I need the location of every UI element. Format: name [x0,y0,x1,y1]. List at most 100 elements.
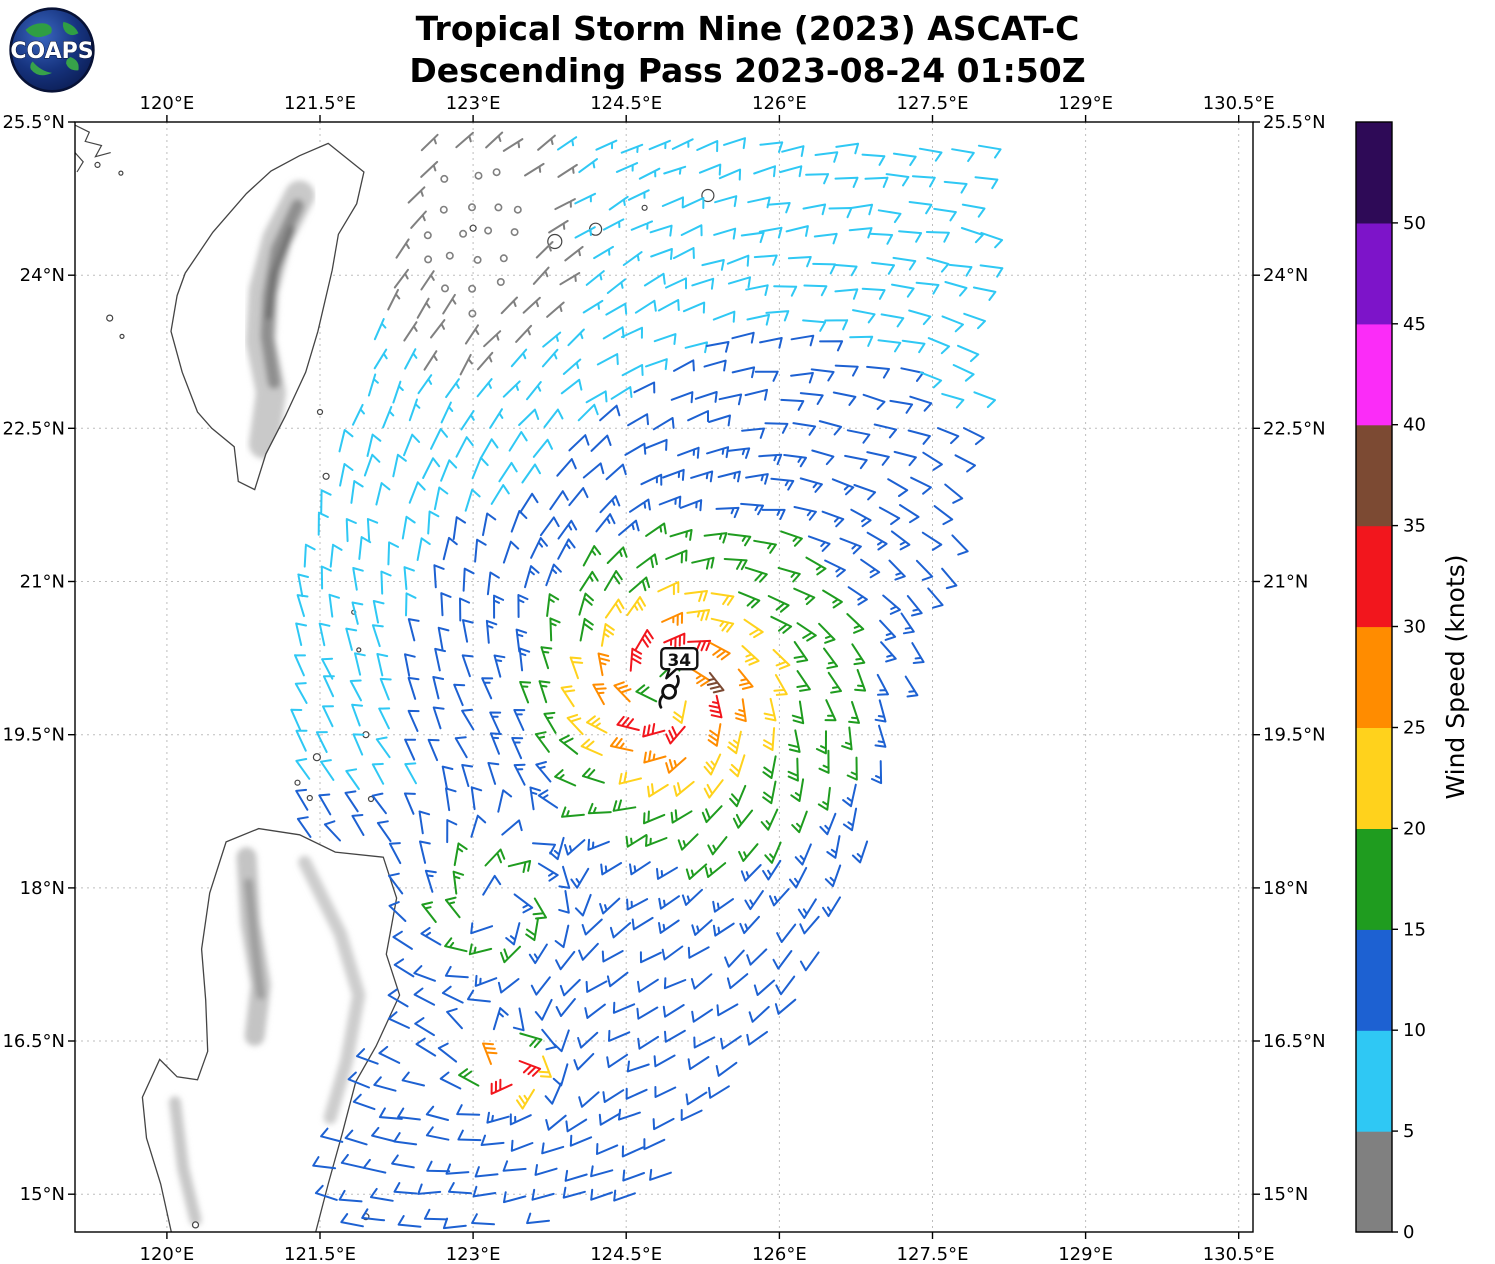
wind-barb [549,617,561,642]
wind-barb [682,197,705,209]
wind-barb [430,428,448,450]
wind-barb [344,1129,368,1146]
wind-barb [440,401,454,424]
lat-tick-label-left: 22.5°N [2,418,65,439]
wind-barb [351,703,364,727]
wind-barb [490,484,510,505]
wind-barb [601,950,624,963]
wind-barb [538,680,551,704]
wind-barb [848,227,873,239]
wind-barb [564,839,586,856]
wind-barb [467,989,491,1003]
wind-barb [707,836,728,856]
lon-tick-label-top: 130.5°E [1203,93,1275,114]
wind-barb [546,593,560,617]
wind-barb [425,1105,449,1121]
wind-barb [470,814,487,838]
island [312,753,321,762]
wind-barb [613,681,632,703]
wind-barb [960,227,984,244]
wind-barb [524,162,545,177]
wind-barb [454,736,468,759]
lon-tick-label-top: 123°E [446,93,501,114]
wind-barb [818,420,843,436]
wind-barb [508,431,528,452]
wind-barb [727,276,751,289]
wind-barb [410,210,427,229]
lat-tick-label-left: 24°N [20,265,65,286]
wind-barb [629,647,643,672]
wind-barb [708,694,723,719]
wind-barb [783,454,807,468]
wind-barb [557,163,578,178]
colorbar-tick-label: 50 [1403,213,1426,234]
wind-barb [790,372,814,384]
wind-barb [807,535,831,552]
wind-barb [387,1011,410,1029]
wind-barb [599,495,621,514]
calm-wind-circle [513,205,522,214]
wind-barb [290,708,303,731]
wind-barb [510,1139,534,1152]
wind-barb [963,312,986,330]
wind-barb [691,556,715,570]
wind-barb [553,1029,570,1053]
wind-barb [352,1093,376,1111]
wind-barb [907,429,931,445]
wind-barb [908,309,932,326]
wind-barb [687,1056,710,1071]
wind-barb [457,1129,482,1142]
wind-barb [765,310,790,322]
axis-labels: 120°E 120°E 121.5°E 121.5°E 123°E 123°E 124.5°… [2,93,1325,1264]
wind-barb [643,1138,666,1151]
wind-barb [882,594,901,615]
wind-barb [729,784,747,808]
wind-barb [453,683,466,707]
wind-barb [957,344,980,363]
lon-tick-label-bottom: 130.5°E [1203,1244,1275,1264]
wind-barb [656,866,678,880]
wind-barb [592,683,607,706]
wind-barb [822,896,841,918]
wind-barb [509,1113,532,1126]
wind-barb [790,334,815,347]
wind-barb [526,1212,550,1225]
wind-barb [812,262,837,275]
wind-barb [376,653,389,677]
wind-barb [847,586,868,606]
wind-barb [566,713,584,736]
wind-barb [557,538,576,560]
colorbar-tick-label: 40 [1403,415,1426,436]
wind-barb [933,207,957,222]
wind-barb [423,350,438,371]
wind-barb [393,958,415,978]
wind-barb [361,1208,386,1222]
wind-barb [529,786,541,811]
wind-barb [320,489,332,514]
wind-barb [876,673,889,696]
wind-barb [556,458,577,477]
wind-barb [446,819,458,844]
wind-barb [560,378,583,395]
wind-barb [582,462,605,479]
wind-barb [824,699,837,722]
wind-barb [726,447,751,459]
wind-barb [866,365,890,379]
wind-barb [712,898,734,913]
wind-barb [710,617,735,633]
wind-barb [382,405,395,429]
wind-barb [910,476,932,495]
wind-barb [581,918,603,936]
island [119,333,125,339]
calm-wind-circle [468,309,477,318]
wind-barb [761,508,786,520]
continent-shape [66,57,79,71]
wind-barb [624,442,647,456]
wind-barb [906,595,923,617]
wind-barb [738,843,759,862]
wind-barb [498,461,518,483]
wind-barb [618,519,640,536]
wind-barb [925,231,950,243]
wind-barb [401,515,416,540]
colorbar-segment [1356,626,1392,728]
